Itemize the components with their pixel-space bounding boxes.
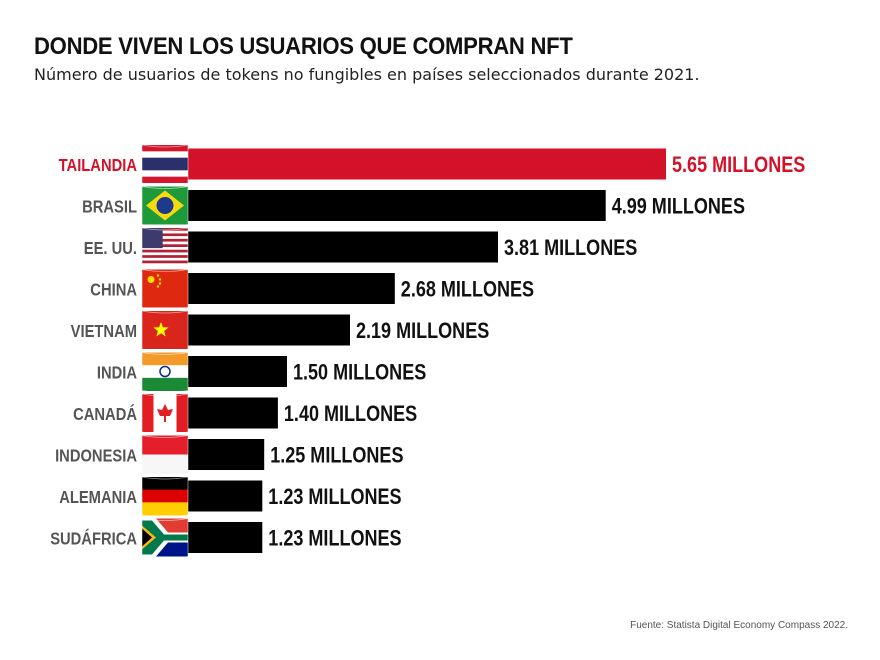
category-label: CHINA bbox=[90, 280, 137, 300]
value-label: 2.19 MILLONES bbox=[356, 319, 489, 343]
value-label: 2.68 MILLONES bbox=[401, 278, 534, 302]
china-flag-icon bbox=[141, 269, 189, 310]
value-label: 3.81 MILLONES bbox=[504, 236, 637, 260]
thailand-flag-icon bbox=[141, 144, 189, 186]
value-label: 1.23 MILLONES bbox=[268, 527, 401, 551]
canada-flag-icon bbox=[141, 393, 189, 435]
value-label: 4.99 MILLONES bbox=[612, 195, 745, 219]
category-label: CANADÁ bbox=[73, 404, 137, 425]
germany-flag-icon bbox=[141, 476, 189, 518]
india-flag-icon bbox=[141, 352, 189, 393]
bar bbox=[150, 148, 666, 180]
category-label: SUDÁFRICA bbox=[50, 528, 137, 549]
value-label: 1.50 MILLONES bbox=[293, 361, 426, 385]
source-note: Fuente: Statista Digital Economy Compass… bbox=[630, 620, 848, 631]
bar bbox=[150, 273, 395, 304]
indonesia-flag-icon bbox=[141, 435, 189, 476]
category-label: ALEMANIA bbox=[59, 488, 137, 508]
category-label: BRASIL bbox=[82, 197, 137, 217]
value-label: 1.25 MILLONES bbox=[270, 444, 403, 468]
brazil-flag-icon bbox=[141, 186, 189, 227]
chart-title: DONDE VIVEN LOS USUARIOS QUE COMPRAN NFT bbox=[34, 33, 573, 60]
category-label: EE. UU. bbox=[84, 239, 137, 259]
value-label: 1.23 MILLONES bbox=[268, 485, 401, 509]
category-label: INDONESIA bbox=[55, 446, 137, 466]
usa-flag-icon bbox=[141, 227, 189, 269]
chart-subtitle: Número de usuarios de tokens no fungible… bbox=[34, 65, 700, 84]
vietnam-flag-icon bbox=[141, 310, 189, 352]
bar bbox=[150, 231, 498, 263]
south-africa-flag-icon bbox=[141, 518, 189, 559]
value-label: 1.40 MILLONES bbox=[284, 402, 417, 426]
category-label: INDIA bbox=[97, 363, 137, 383]
category-label: TAILANDIA bbox=[59, 156, 137, 176]
bar bbox=[150, 190, 606, 221]
category-label: VIETNAM bbox=[71, 322, 137, 342]
value-label: 5.65 MILLONES bbox=[672, 153, 805, 177]
